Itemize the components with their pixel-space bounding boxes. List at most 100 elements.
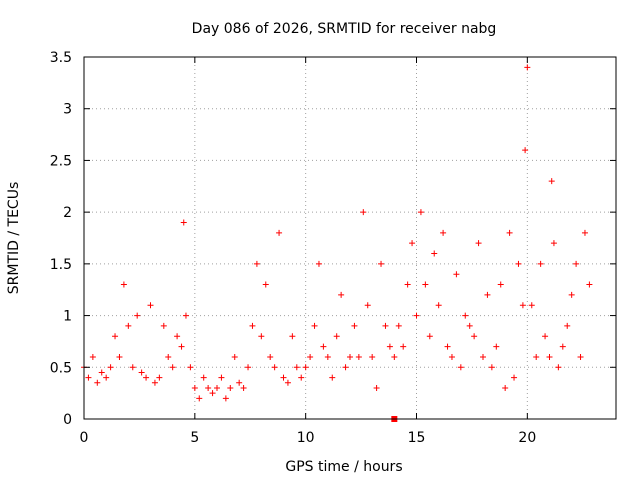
y-tick-label: 0 <box>63 412 72 428</box>
data-point <box>573 260 580 267</box>
chart-title: Day 086 of 2026, SRMTID for receiver nab… <box>192 21 497 37</box>
data-point <box>89 353 96 360</box>
data-point <box>457 364 464 371</box>
data-point <box>493 343 500 350</box>
data-point <box>347 353 353 360</box>
data-point <box>511 374 518 381</box>
x-tick-label: 0 <box>80 430 89 446</box>
data-point <box>497 281 504 288</box>
data-point <box>577 353 584 360</box>
data-point <box>280 374 287 381</box>
data-point <box>453 271 460 278</box>
data-point <box>245 364 252 371</box>
data-point <box>289 333 296 340</box>
data-point <box>107 364 114 371</box>
x-tick-label: 15 <box>408 430 426 446</box>
data-point <box>586 281 593 288</box>
data-point <box>143 374 150 381</box>
data-point <box>307 353 314 360</box>
data-point <box>214 384 220 391</box>
data-point <box>488 364 495 371</box>
data-point <box>559 343 566 350</box>
data-point <box>165 353 172 360</box>
data-point <box>581 229 588 236</box>
data-point <box>218 374 225 381</box>
data-points <box>81 64 593 402</box>
data-point <box>435 302 442 309</box>
data-point <box>522 147 529 154</box>
data-point <box>85 374 92 381</box>
data-point <box>196 395 203 402</box>
data-point <box>351 322 358 329</box>
data-point <box>524 64 531 71</box>
data-point <box>338 291 345 298</box>
data-point <box>129 364 136 371</box>
data-point <box>200 374 207 381</box>
data-point <box>462 312 469 319</box>
data-point <box>262 281 269 288</box>
data-point <box>222 395 229 402</box>
data-point <box>116 353 123 360</box>
data-point <box>191 384 198 391</box>
data-point <box>315 260 322 267</box>
data-point <box>249 322 256 329</box>
data-point <box>138 369 145 376</box>
data-point <box>209 390 216 397</box>
data-point <box>156 374 163 381</box>
data-point <box>311 322 318 329</box>
data-point <box>302 364 309 371</box>
data-point <box>515 260 522 267</box>
x-tick-label: 5 <box>190 430 199 446</box>
data-point <box>258 333 265 340</box>
data-point <box>227 384 234 391</box>
y-tick-label: 2 <box>63 205 72 221</box>
data-point <box>502 384 509 391</box>
data-point <box>537 260 544 267</box>
data-point <box>94 379 101 386</box>
data-point <box>533 353 540 360</box>
data-point <box>466 322 473 329</box>
y-tick-label: 3.5 <box>50 50 72 66</box>
data-point <box>364 302 371 309</box>
data-point <box>147 302 154 309</box>
x-tick-label: 20 <box>518 430 536 446</box>
data-point <box>231 353 238 360</box>
data-point <box>180 219 187 226</box>
data-point <box>475 240 482 247</box>
data-point <box>324 353 331 360</box>
data-point <box>125 322 132 329</box>
data-point <box>386 343 393 350</box>
data-point <box>564 322 571 329</box>
data-point <box>293 364 300 371</box>
y-tick-label: 0.5 <box>50 360 72 376</box>
data-point <box>550 240 557 247</box>
data-point <box>395 322 402 329</box>
data-point <box>448 353 455 360</box>
data-point <box>548 178 555 185</box>
y-tick-label: 3 <box>63 102 72 118</box>
data-point <box>134 312 141 319</box>
data-point <box>355 353 362 360</box>
data-point <box>422 281 429 288</box>
data-point <box>120 281 127 288</box>
data-point <box>391 353 398 360</box>
data-point <box>160 322 167 329</box>
data-point <box>373 384 380 391</box>
axis-ticks: 0 0.5 1 1.5 2 2.5 3 3.5 0 5 10 15 20 <box>50 50 616 446</box>
data-point <box>382 322 389 329</box>
x-tick-label: 10 <box>297 430 315 446</box>
data-point <box>519 302 526 309</box>
data-point <box>271 364 278 371</box>
data-point <box>240 384 247 391</box>
data-point <box>506 229 513 236</box>
data-point <box>528 302 535 309</box>
data-point <box>174 333 181 340</box>
data-point <box>329 374 336 381</box>
data-point <box>267 353 274 360</box>
data-point <box>546 353 553 360</box>
data-point <box>182 312 189 319</box>
data-point <box>440 229 447 236</box>
data-point <box>400 343 407 350</box>
data-point <box>169 364 176 371</box>
data-point <box>178 343 185 350</box>
